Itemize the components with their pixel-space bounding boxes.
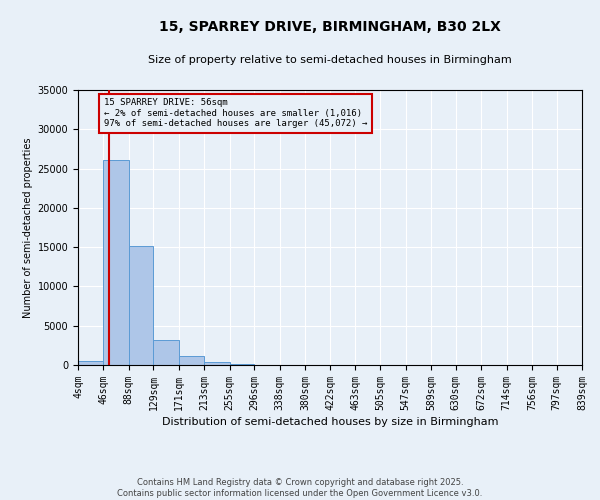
Bar (204, 362, 230, 365)
Text: 15, SPARREY DRIVE, BIRMINGHAM, B30 2LX: 15, SPARREY DRIVE, BIRMINGHAM, B30 2LX (159, 20, 501, 34)
Text: 15 SPARREY DRIVE: 56sqm
← 2% of semi-detached houses are smaller (1,016)
97% of : 15 SPARREY DRIVE: 56sqm ← 2% of semi-det… (104, 98, 367, 128)
Text: Size of property relative to semi-detached houses in Birmingham: Size of property relative to semi-detach… (148, 55, 512, 65)
Bar (129, 246, 154, 365)
X-axis label: Distribution of semi-detached houses by size in Birmingham: Distribution of semi-detached houses by … (162, 417, 498, 427)
Bar (230, 364, 254, 365)
Bar (154, 340, 179, 365)
Y-axis label: Number of semi-detached properties: Number of semi-detached properties (23, 137, 33, 318)
Bar (179, 356, 204, 365)
Text: Contains HM Land Registry data © Crown copyright and database right 2025.
Contai: Contains HM Land Registry data © Crown c… (118, 478, 482, 498)
Bar (103, 160, 129, 365)
Bar (78, 361, 103, 365)
